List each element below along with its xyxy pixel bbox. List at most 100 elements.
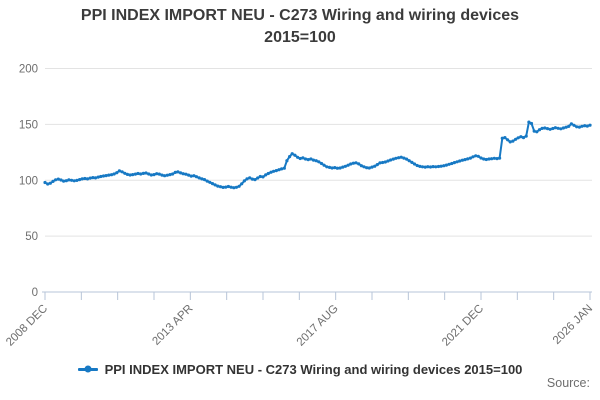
data-point: [216, 184, 220, 188]
data-point: [381, 160, 385, 165]
data-point: [248, 176, 252, 180]
data-point: [535, 130, 539, 134]
data-point: [75, 178, 79, 182]
data-point: [221, 185, 225, 189]
y-axis-label: 200: [19, 64, 38, 76]
data-point: [577, 125, 582, 129]
data-point: [362, 165, 366, 169]
data-point: [410, 160, 414, 164]
data-point: [303, 157, 308, 161]
data-point: [269, 170, 273, 174]
data-point: [537, 128, 542, 132]
data-point: [482, 157, 486, 161]
data-point: [335, 166, 339, 170]
data-point: [112, 172, 116, 176]
x-axis-label: 2026 JAN: [551, 303, 595, 347]
data-point: [327, 165, 332, 169]
data-point: [152, 173, 156, 177]
data-point: [540, 126, 544, 130]
chart-legend: PPI INDEX IMPORT NEU - C273 Wiring and w…: [0, 360, 600, 378]
data-point: [197, 176, 201, 180]
data-point: [495, 157, 499, 161]
data-point: [521, 136, 526, 140]
data-point: [242, 179, 246, 183]
data-point: [572, 123, 576, 127]
data-point: [309, 157, 313, 161]
data-point: [455, 160, 459, 164]
data-point: [431, 165, 435, 169]
data-point: [298, 156, 302, 161]
data-point: [341, 165, 345, 169]
data-point: [245, 177, 249, 181]
data-point: [343, 164, 347, 168]
data-point: [72, 179, 76, 183]
data-point: [99, 174, 103, 179]
data-point: [452, 161, 456, 165]
data-point: [78, 178, 82, 182]
data-point: [420, 165, 425, 169]
data-point: [532, 129, 536, 133]
data-point: [205, 179, 209, 183]
data-point: [561, 126, 566, 130]
data-point: [293, 153, 297, 157]
data-point: [165, 173, 169, 177]
data-point: [64, 179, 68, 183]
data-point: [583, 124, 587, 128]
data-point: [394, 156, 398, 160]
data-point: [144, 171, 148, 175]
data-point: [311, 158, 316, 162]
data-point: [466, 157, 470, 161]
data-point: [104, 174, 108, 178]
data-point: [553, 126, 558, 130]
y-axis-label: 50: [25, 231, 38, 243]
data-point: [218, 185, 223, 189]
data-point: [107, 173, 111, 177]
data-point: [224, 185, 228, 189]
x-axis-label: 2017 AUG: [295, 303, 341, 349]
data-point: [375, 163, 379, 167]
data-point: [128, 173, 132, 177]
data-point: [442, 164, 446, 168]
chart-canvas: 0 50 100 150 200 2008 DEC 2013 APR 2017 AUG 2021…: [4, 64, 595, 349]
y-axis-label: 100: [19, 175, 38, 187]
x-axis-label: 2013 APR: [150, 303, 195, 348]
data-point: [266, 171, 270, 176]
chart-title-line2: 2015=100: [264, 29, 336, 46]
data-point: [338, 166, 342, 170]
data-point: [333, 166, 337, 170]
data-point: [277, 168, 281, 172]
x-axis-label: 2021 DEC: [440, 303, 486, 349]
data-point: [519, 135, 523, 139]
y-axis-label: 0: [32, 287, 38, 299]
data-point: [168, 173, 172, 177]
data-point: [479, 156, 483, 160]
data-point: [492, 156, 496, 160]
data-point: [54, 178, 58, 182]
data-point: [367, 166, 371, 170]
data-point: [59, 178, 63, 182]
data-point: [434, 165, 438, 169]
data-point: [378, 161, 382, 165]
data-point: [484, 157, 488, 162]
data-point: [418, 164, 422, 168]
data-point: [529, 121, 534, 126]
data-point: [527, 120, 531, 124]
data-point: [67, 178, 71, 182]
source-label: Source:: [546, 376, 590, 390]
data-point: [405, 157, 409, 161]
data-point: [136, 171, 140, 176]
data-point: [564, 125, 568, 129]
data-point: [200, 177, 204, 181]
data-point: [412, 162, 417, 166]
data-point: [280, 167, 284, 171]
data-point: [258, 174, 262, 179]
data-point: [508, 140, 512, 144]
data-point: [415, 163, 419, 168]
data-point: [551, 126, 555, 131]
data-point: [325, 165, 329, 169]
data-point: [141, 171, 145, 175]
data-point: [543, 126, 547, 130]
data-point: [498, 156, 502, 160]
data-point: [319, 161, 324, 166]
data-point: [567, 124, 571, 128]
